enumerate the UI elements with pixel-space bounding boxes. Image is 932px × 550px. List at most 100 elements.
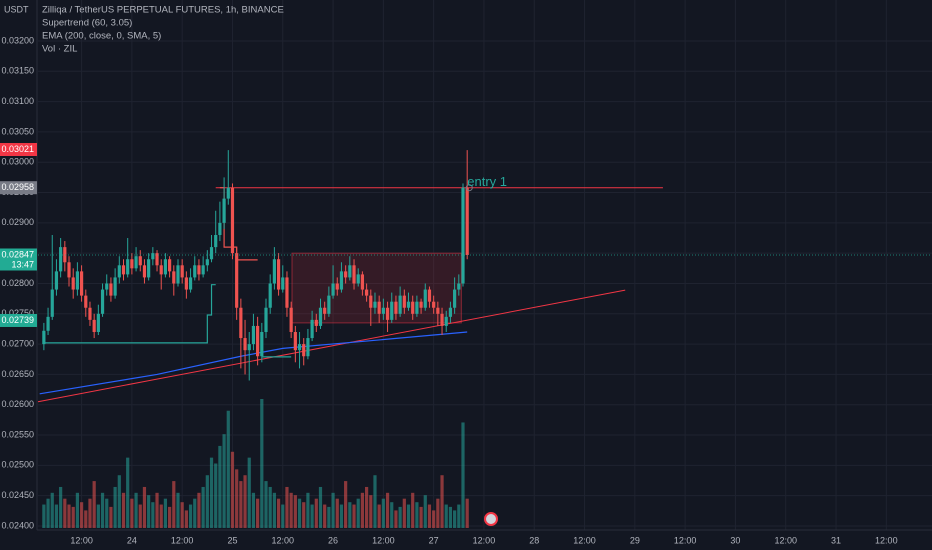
price-tag [0, 181, 37, 195]
axes: 0.03200 0.03150 0.03100 0.03050 0.03000 0.029… [0, 35, 898, 545]
volume-bar [105, 498, 109, 528]
candle-body [360, 274, 365, 290]
volume-bar [406, 504, 411, 528]
volume-bar [335, 498, 339, 528]
candle-body [411, 301, 415, 314]
candle-body [218, 222, 222, 235]
candle-body [75, 271, 79, 290]
y-tick-label: 0.03050 [1, 126, 34, 136]
candle-body [419, 301, 423, 308]
candle-body [318, 307, 323, 326]
candle-body [356, 274, 360, 284]
volume-bar [96, 504, 100, 528]
candle-body [260, 331, 264, 357]
volume-bar [155, 492, 159, 528]
candle-body [188, 277, 193, 290]
volume-bar [461, 422, 465, 528]
candle-body [352, 265, 356, 284]
volume-bar [302, 502, 306, 528]
candle-body [465, 187, 469, 255]
volume-bar [373, 475, 377, 528]
volume-bar [377, 504, 381, 528]
price-tag-label: 0.02847 [1, 249, 34, 259]
volume-bar [381, 498, 385, 528]
volume-bar [84, 510, 88, 528]
volume-bar [285, 486, 289, 528]
volume-bar [360, 492, 365, 528]
candle-body [293, 331, 297, 351]
candle-body [126, 259, 130, 275]
volume-bar [281, 504, 285, 528]
candle-body [402, 295, 406, 308]
candle-body [67, 262, 71, 278]
candle-body [113, 277, 117, 296]
x-tick-label: 30 [730, 535, 740, 545]
y-tick-label: 0.02800 [1, 278, 34, 288]
entry-marker [465, 184, 473, 192]
y-tick-label: 0.02650 [1, 369, 34, 379]
volume-bar [297, 498, 302, 528]
volume-bar [398, 506, 402, 528]
volume-bar [50, 492, 54, 528]
x-tick-label: 24 [127, 535, 137, 545]
candle-body [197, 265, 201, 275]
volume-bar [390, 502, 394, 528]
volume-bar [327, 506, 331, 528]
price-axis [0, 0, 37, 550]
volume-bar [440, 475, 444, 528]
candle-body [134, 256, 138, 269]
candle-body [377, 301, 381, 314]
x-tick-label: 29 [630, 535, 640, 545]
candle-body [42, 330, 46, 345]
candle-body [281, 277, 285, 290]
candle-body [436, 307, 440, 314]
volume-bar [63, 498, 67, 528]
x-tick-label: 12:00 [875, 535, 898, 545]
range-box [291, 252, 462, 324]
volume-bar [222, 434, 226, 528]
volume-bar [432, 510, 436, 528]
candle-body [172, 271, 176, 284]
y-tick-label: 0.02600 [1, 399, 34, 409]
candle-body [96, 313, 100, 332]
volume-bar [46, 498, 50, 528]
volume-bar [415, 502, 419, 528]
candle-body [71, 277, 75, 290]
volume-bar [121, 492, 126, 528]
volume-bar [247, 457, 251, 528]
x-tick-label: 12:00 [774, 535, 797, 545]
x-tick-label: 12:00 [372, 535, 395, 545]
volume-bar [71, 506, 75, 528]
candle-body [339, 271, 344, 290]
candle-body [105, 283, 109, 290]
volume-bar [193, 498, 197, 528]
event-icon[interactable] [484, 512, 498, 526]
candle-body [373, 301, 377, 308]
candle-body [63, 247, 67, 263]
grid [38, 0, 932, 530]
volume-bar [243, 475, 247, 528]
x-tick-label: 26 [328, 535, 338, 545]
trend-line [37, 289, 626, 403]
volume-bar [126, 457, 130, 528]
candle-body [448, 307, 453, 317]
candle-body [251, 325, 256, 345]
volume-bar [314, 498, 318, 528]
x-tick-label: 12:00 [573, 535, 596, 545]
x-tick-label: 25 [227, 535, 237, 545]
volume-bar [168, 506, 172, 528]
volume-bar [348, 502, 352, 528]
volume-bar [352, 504, 356, 528]
candle-body [327, 295, 331, 314]
volume-bar [402, 498, 406, 528]
x-tick-label: 12:00 [473, 535, 496, 545]
candle-body [168, 259, 172, 272]
candle-body [84, 295, 88, 308]
volume-bar [88, 498, 92, 528]
price-tag-label: 0.02739 [1, 315, 34, 325]
candle-body [268, 283, 272, 308]
volume-bar [205, 475, 209, 528]
volume-bar [218, 445, 222, 528]
volume-bar [364, 486, 369, 528]
